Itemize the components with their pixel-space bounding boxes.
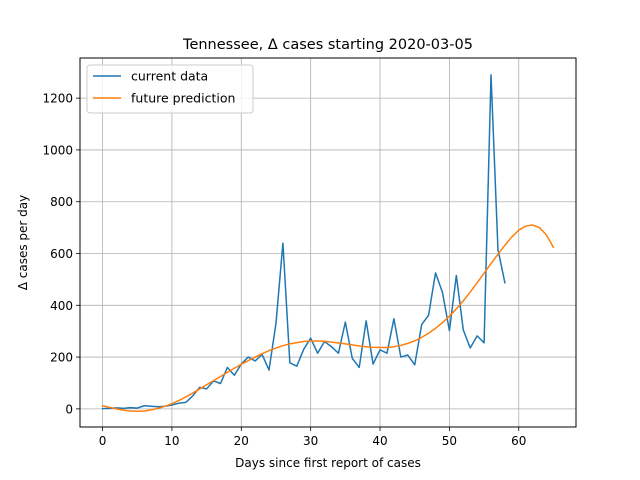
x-tick-label: 60 [511, 434, 526, 448]
series-line-future-prediction [101, 224, 555, 412]
x-tick-label: 0 [99, 434, 107, 448]
x-ticks: 0 10 20 30 40 50 60 [99, 427, 526, 448]
y-axis-label: Δ cases per day [16, 195, 30, 291]
x-axis-label: Days since first report of cases [235, 456, 421, 470]
x-tick-label: 50 [442, 434, 457, 448]
y-tick-label: 0 [65, 402, 73, 416]
x-tick-label: 30 [303, 434, 318, 448]
plot-frame [79, 57, 577, 428]
y-tick-label: 600 [50, 247, 73, 261]
x-tick-label: 40 [372, 434, 387, 448]
y-tick-label: 1200 [42, 92, 73, 106]
legend-box [86, 64, 254, 114]
y-tick-label: 200 [50, 351, 73, 365]
y-tick-label: 1000 [42, 143, 73, 157]
grid [80, 58, 576, 427]
legend-label-current: current data [131, 69, 208, 84]
series-line-current-data [101, 74, 506, 410]
y-tick-label: 800 [50, 195, 73, 209]
y-tick-label: 400 [50, 299, 73, 313]
legend-label-future: future prediction [131, 91, 235, 106]
x-tick-label: 20 [234, 434, 249, 448]
legend: current data future prediction [86, 64, 254, 114]
y-ticks: 0 200 400 600 800 1000 1200 [42, 92, 80, 416]
chart-title: Tennessee, Δ cases starting 2020-03-05 [182, 37, 473, 53]
x-tick-label: 10 [164, 434, 179, 448]
series-layer [101, 74, 555, 412]
